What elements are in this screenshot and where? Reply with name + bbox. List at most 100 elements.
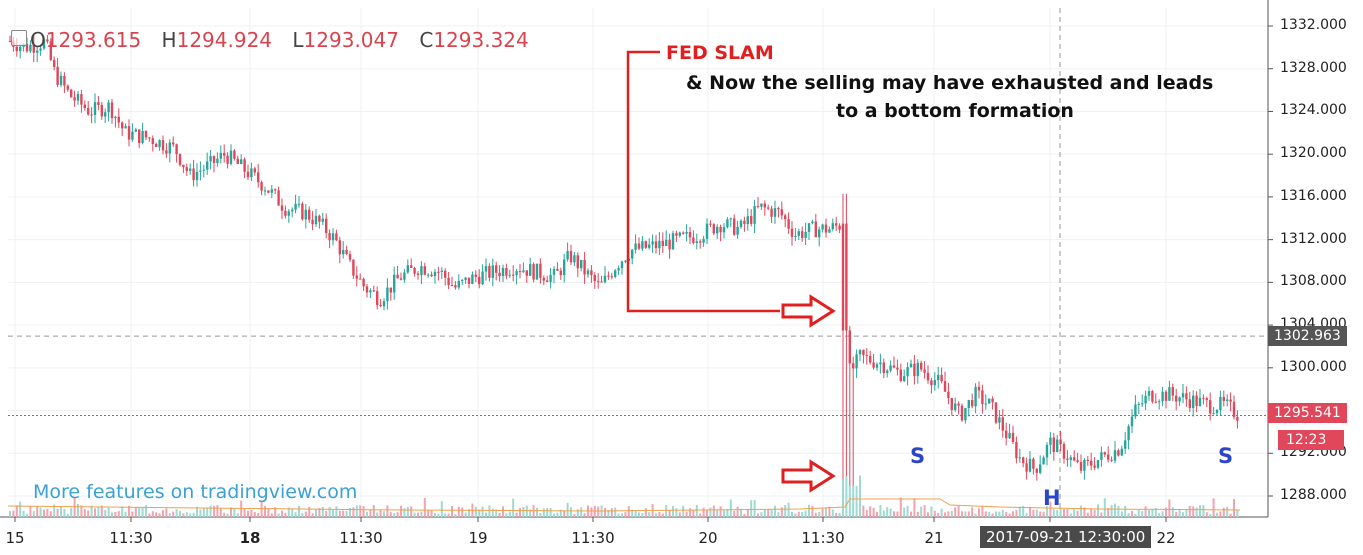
candle-body bbox=[699, 241, 702, 243]
candle-body bbox=[36, 50, 39, 53]
candle-body bbox=[328, 233, 331, 241]
candle-body bbox=[70, 89, 73, 98]
time-tick-label: 18 bbox=[239, 529, 261, 547]
candle-body bbox=[321, 218, 324, 222]
candle-body bbox=[124, 126, 127, 129]
volume-bar bbox=[413, 512, 416, 517]
price-tick-label: 1324.000 bbox=[1280, 102, 1347, 119]
candle-body bbox=[199, 170, 202, 172]
candle-body bbox=[189, 168, 192, 171]
volume-bar bbox=[631, 509, 634, 517]
candle-body bbox=[767, 207, 770, 209]
volume-bar bbox=[1083, 507, 1086, 517]
volume-bar bbox=[352, 507, 355, 517]
candle-body bbox=[896, 367, 899, 370]
candle-body bbox=[892, 365, 896, 368]
volume-bar bbox=[716, 509, 719, 517]
volume-bar bbox=[818, 511, 821, 517]
volume-bar bbox=[26, 513, 28, 517]
volume-bar bbox=[474, 506, 477, 517]
volume-bar bbox=[906, 505, 909, 517]
volume-bar bbox=[121, 506, 124, 517]
tradingview-watermark[interactable]: More features on tradingview.com bbox=[33, 481, 358, 503]
volume-bar bbox=[315, 508, 317, 517]
candle-body bbox=[726, 219, 729, 228]
spike-arrow bbox=[781, 459, 836, 493]
candle-body bbox=[641, 241, 644, 249]
volume-bar bbox=[1090, 508, 1093, 517]
volume-bar bbox=[913, 498, 916, 517]
candle-body bbox=[682, 232, 685, 234]
candle-body bbox=[1181, 393, 1185, 398]
candle-body bbox=[202, 169, 205, 171]
time-tick-label: 21 bbox=[924, 529, 944, 547]
volume-bar bbox=[859, 475, 861, 517]
candle-body bbox=[277, 190, 280, 206]
volume-bar bbox=[542, 508, 545, 517]
volume-bar bbox=[1161, 511, 1164, 517]
volume-bar bbox=[573, 513, 576, 517]
volume-bar bbox=[508, 511, 511, 517]
candle-body bbox=[631, 249, 634, 259]
candle-body bbox=[474, 274, 477, 277]
candle-body bbox=[117, 116, 120, 123]
volume-bar bbox=[621, 513, 623, 517]
candle-body bbox=[335, 233, 338, 241]
candle-body bbox=[1086, 459, 1089, 461]
candle-body bbox=[671, 233, 675, 250]
volume-bar bbox=[179, 510, 181, 517]
volume-bar bbox=[624, 512, 627, 517]
volume-bar bbox=[1192, 506, 1195, 517]
volume-bar bbox=[1151, 508, 1154, 517]
chart-settings-icon[interactable] bbox=[11, 30, 27, 46]
volume-bar bbox=[825, 508, 827, 517]
volume-bar bbox=[648, 512, 651, 517]
candle-body bbox=[100, 104, 103, 117]
candle-body bbox=[1049, 437, 1052, 445]
candle-body bbox=[471, 274, 474, 284]
note-line-2: to a bottom formation bbox=[836, 100, 1074, 122]
volume-bar bbox=[444, 513, 447, 517]
volume-bar bbox=[1120, 511, 1123, 517]
volume-bar bbox=[1059, 508, 1062, 517]
volume-bar bbox=[1185, 509, 1188, 517]
volume-bar bbox=[60, 506, 62, 517]
candle-body bbox=[964, 408, 967, 421]
fed-slam-connector bbox=[626, 50, 780, 313]
candle-body bbox=[110, 102, 114, 119]
volume-bar bbox=[1073, 509, 1076, 517]
volume-bar bbox=[12, 510, 15, 517]
time-tick-label: 15 bbox=[5, 529, 25, 547]
candle-body bbox=[937, 374, 940, 381]
candle-body bbox=[875, 364, 879, 368]
volume-bar bbox=[546, 507, 549, 517]
candle-body bbox=[906, 367, 909, 377]
volume-bar bbox=[719, 506, 722, 517]
candle-body bbox=[1236, 416, 1239, 421]
candle-body bbox=[1062, 444, 1066, 459]
candle-body bbox=[586, 270, 590, 275]
candle-body bbox=[614, 270, 617, 277]
candle-body bbox=[620, 261, 624, 269]
volume-bar bbox=[189, 513, 192, 517]
candle-body bbox=[852, 363, 855, 369]
volume-bar bbox=[753, 499, 756, 517]
volume-bar bbox=[726, 509, 729, 517]
volume-bar bbox=[522, 507, 525, 517]
volume-bar bbox=[83, 509, 86, 517]
candle-body bbox=[984, 403, 987, 405]
volume-bar bbox=[355, 505, 358, 517]
candle-body bbox=[505, 268, 508, 276]
volume-bar bbox=[267, 508, 270, 517]
volume-bar bbox=[1188, 505, 1191, 517]
volume-bar bbox=[338, 510, 341, 517]
candle-body bbox=[998, 417, 1001, 423]
volume-bar bbox=[515, 512, 518, 517]
volume-bar bbox=[29, 506, 32, 517]
volume-bar bbox=[1052, 509, 1055, 517]
candle-body bbox=[542, 277, 545, 281]
candle-body bbox=[185, 167, 188, 171]
candle-body bbox=[722, 227, 726, 233]
candle-body bbox=[172, 142, 175, 145]
